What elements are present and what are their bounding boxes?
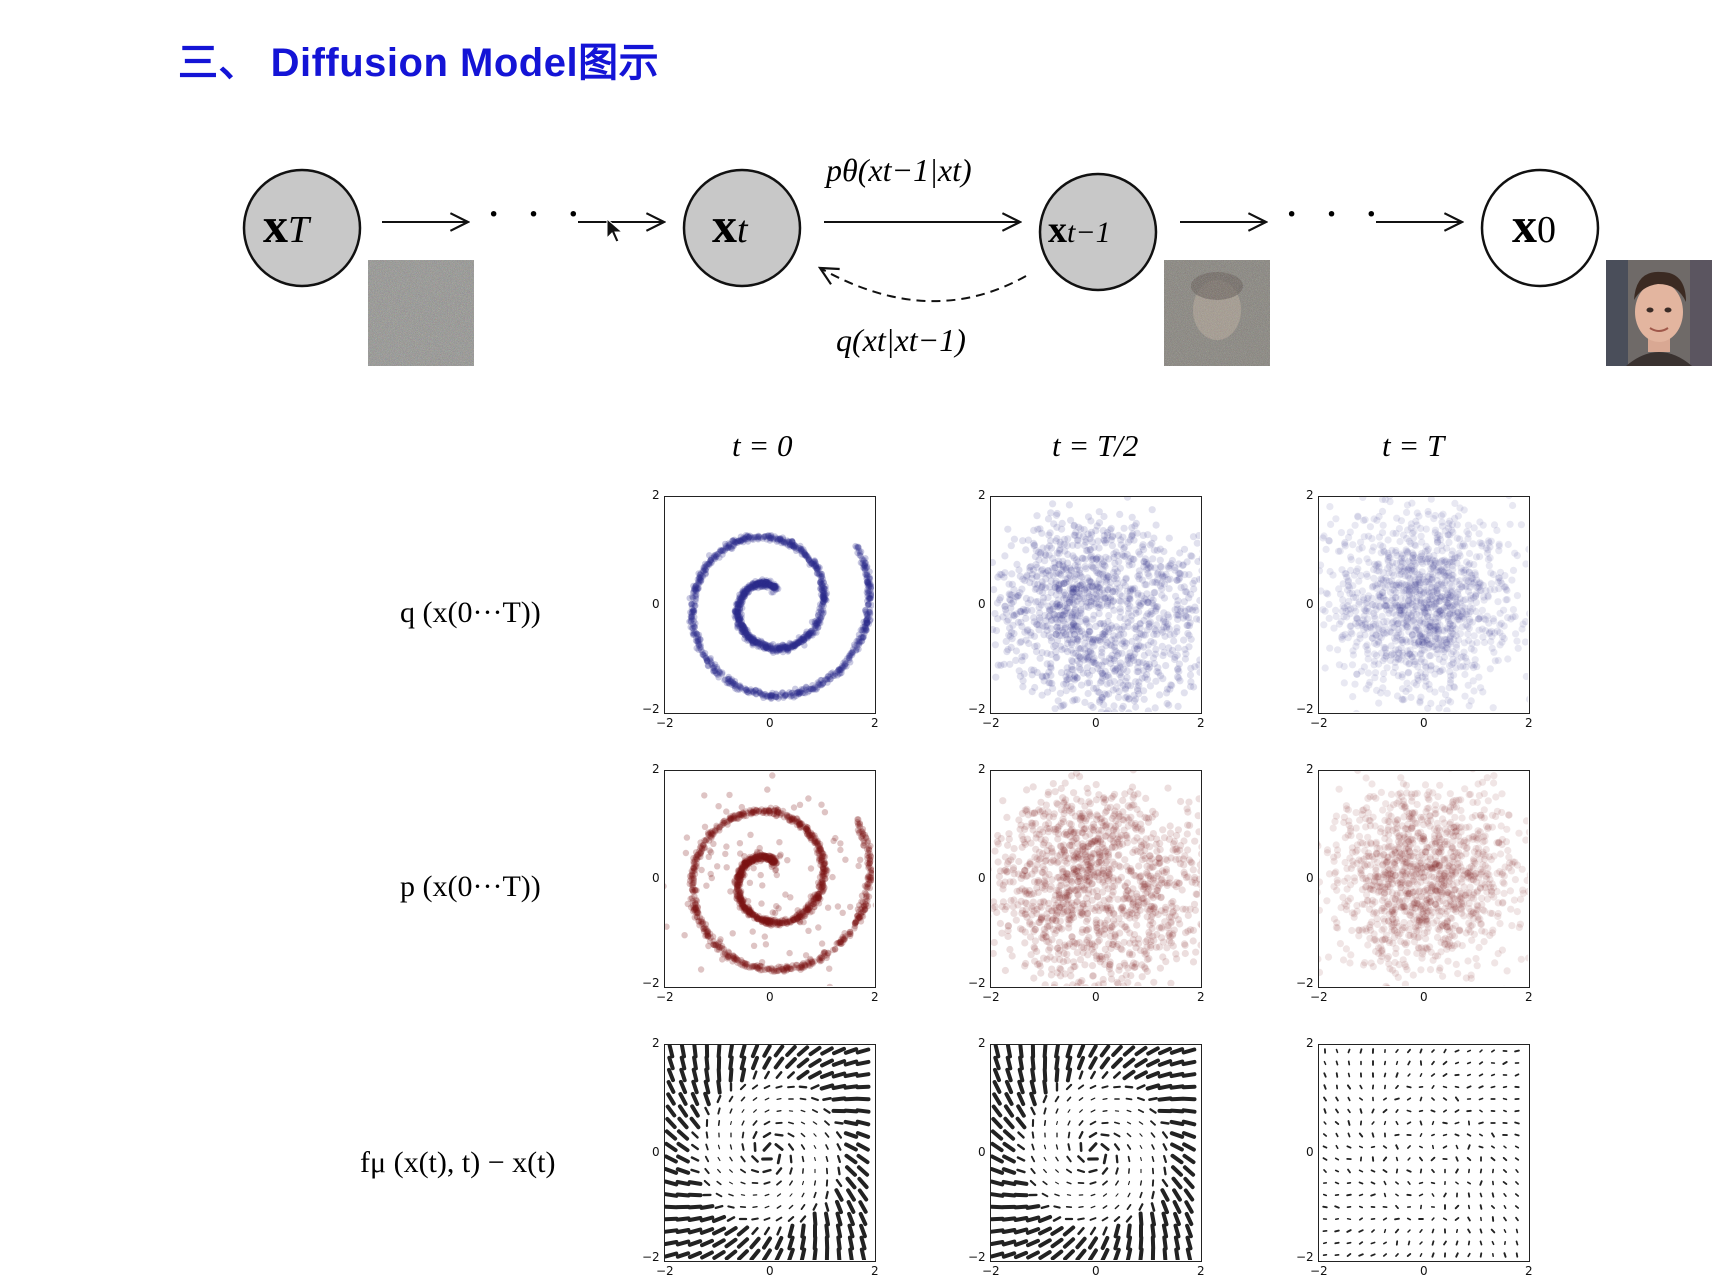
tick-x-left: −2 — [656, 1264, 674, 1278]
node-xt-circle — [682, 168, 802, 288]
tick-x-left: −2 — [1310, 716, 1328, 730]
tick-x-left: −2 — [982, 990, 1000, 1004]
node-xt1-circle — [1038, 172, 1158, 292]
tick-y-top: 2 — [652, 762, 660, 776]
plot-r2-c1 — [990, 1044, 1202, 1262]
row-label-p: p (x(0···T)) — [400, 870, 541, 903]
col-head-tT: t = T — [1382, 428, 1445, 463]
tick-y-mid: 0 — [652, 871, 660, 885]
tick-y-top: 2 — [652, 488, 660, 502]
ellipsis-left: · · · — [488, 196, 590, 233]
arrow-forward-dashed — [820, 268, 1027, 303]
tick-y-bottom: −2 — [1296, 976, 1314, 990]
tick-y-mid: 0 — [978, 871, 986, 885]
node-xt1-label: xt−1 — [1048, 209, 1111, 251]
tick-y-mid: 0 — [978, 597, 986, 611]
tick-x-right: 2 — [1197, 990, 1205, 1004]
tick-y-top: 2 — [978, 488, 986, 502]
tick-x-mid: 0 — [1420, 990, 1428, 1004]
tick-x-right: 2 — [1525, 990, 1533, 1004]
tick-y-top: 2 — [1306, 762, 1314, 776]
tick-y-top: 2 — [978, 1036, 986, 1050]
tick-x-left: −2 — [982, 716, 1000, 730]
plot-r0-c2 — [1318, 496, 1530, 714]
plot-r0-c0 — [664, 496, 876, 714]
tick-x-mid: 0 — [1420, 716, 1428, 730]
tick-x-right: 2 — [1197, 1264, 1205, 1278]
tick-y-bottom: −2 — [968, 702, 986, 716]
tick-y-bottom: −2 — [968, 976, 986, 990]
node-xt-label: xt — [712, 197, 748, 253]
tick-y-bottom: −2 — [1296, 1250, 1314, 1264]
face-image — [1606, 260, 1712, 366]
mouse-cursor-icon — [606, 218, 624, 243]
noisy-face-image — [1164, 260, 1270, 366]
tick-x-right: 2 — [871, 1264, 879, 1278]
ellipsis-right: · · · — [1286, 196, 1388, 233]
tick-x-left: −2 — [982, 1264, 1000, 1278]
plot-r0-c1 — [990, 496, 1202, 714]
page-title: 三、 Diffusion Model图示 — [178, 41, 660, 85]
tick-y-top: 2 — [978, 762, 986, 776]
col-head-t0: t = 0 — [732, 428, 793, 463]
tick-x-mid: 0 — [1092, 990, 1100, 1004]
tick-y-top: 2 — [1306, 1036, 1314, 1050]
tick-y-mid: 0 — [1306, 1145, 1314, 1159]
tick-x-mid: 0 — [766, 716, 774, 730]
noise-image — [368, 260, 474, 366]
tick-x-left: −2 — [656, 990, 674, 1004]
tick-x-mid: 0 — [1092, 716, 1100, 730]
forward-transition-label: q(xt|xt−1) — [836, 322, 966, 358]
plot-r1-c2 — [1318, 770, 1530, 988]
tick-y-top: 2 — [1306, 488, 1314, 502]
tick-y-mid: 0 — [652, 597, 660, 611]
tick-y-bottom: −2 — [642, 702, 660, 716]
tick-y-bottom: −2 — [968, 1250, 986, 1264]
tick-y-top: 2 — [652, 1036, 660, 1050]
tick-y-bottom: −2 — [1296, 702, 1314, 716]
tick-x-left: −2 — [1310, 990, 1328, 1004]
tick-x-left: −2 — [656, 716, 674, 730]
node-x0-label: x0 — [1512, 197, 1556, 253]
tick-x-mid: 0 — [766, 1264, 774, 1278]
tick-x-mid: 0 — [1420, 1264, 1428, 1278]
tick-y-mid: 0 — [652, 1145, 660, 1159]
node-xT-circle — [242, 168, 362, 288]
tick-y-mid: 0 — [1306, 597, 1314, 611]
tick-y-mid: 0 — [978, 1145, 986, 1159]
plot-r2-c0 — [664, 1044, 876, 1262]
node-xT-label: xT — [263, 197, 310, 253]
chain-diagram — [242, 168, 1600, 303]
row-label-drift: fμ (x(t), t) − x(t) — [360, 1146, 556, 1179]
col-head-tT2: t = T/2 — [1052, 428, 1139, 463]
tick-y-bottom: −2 — [642, 976, 660, 990]
plot-r1-c1 — [990, 770, 1202, 988]
row-label-q: q (x(0···T)) — [400, 596, 541, 629]
tick-x-right: 2 — [871, 990, 879, 1004]
tick-x-left: −2 — [1310, 1264, 1328, 1278]
tick-x-mid: 0 — [766, 990, 774, 1004]
tick-x-right: 2 — [1197, 716, 1205, 730]
tick-x-mid: 0 — [1092, 1264, 1100, 1278]
tick-x-right: 2 — [1525, 1264, 1533, 1278]
tick-y-mid: 0 — [1306, 871, 1314, 885]
plot-r1-c0 — [664, 770, 876, 988]
plot-r2-c2 — [1318, 1044, 1530, 1262]
node-x0-circle — [1480, 168, 1600, 288]
tick-x-right: 2 — [871, 716, 879, 730]
tick-y-bottom: −2 — [642, 1250, 660, 1264]
tick-x-right: 2 — [1525, 716, 1533, 730]
reverse-transition-label: pθ(xt−1|xt) — [826, 152, 972, 188]
